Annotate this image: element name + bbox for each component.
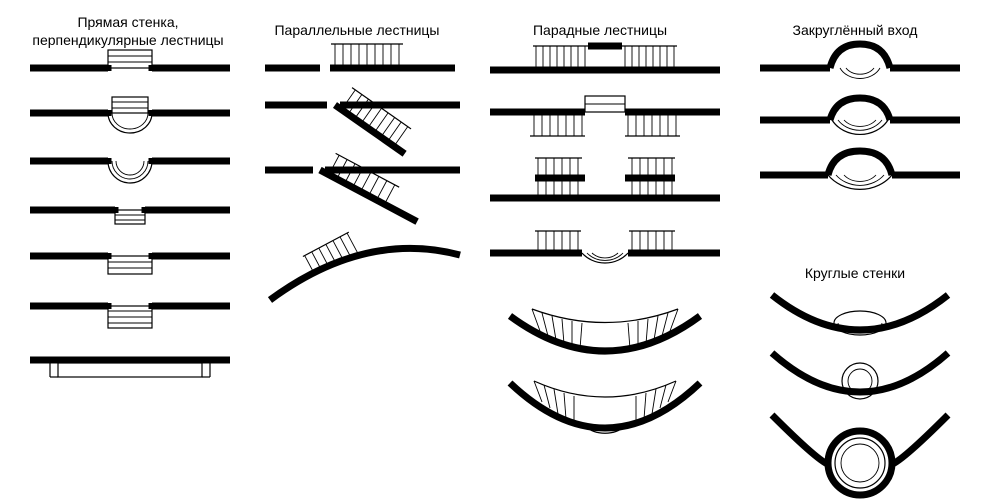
- col-title-grand: Парадные лестницы: [490, 22, 710, 40]
- col-title-rounded: Закруглённый вход: [745, 22, 965, 40]
- grand-col: [490, 48, 720, 478]
- straight-col: [30, 58, 230, 478]
- round-col: [760, 295, 960, 495]
- col-title-parallel: Параллельные лестницы: [247, 22, 467, 40]
- rounded-col: [760, 50, 960, 230]
- diagram-page: Прямая стенка,перпендикулярные лестницы …: [0, 0, 1000, 500]
- col-title-straight: Прямая стенка,перпендикулярные лестницы: [18, 14, 238, 49]
- parallel-col: [265, 50, 465, 330]
- col-title-round: Круглые стенки: [745, 265, 965, 283]
